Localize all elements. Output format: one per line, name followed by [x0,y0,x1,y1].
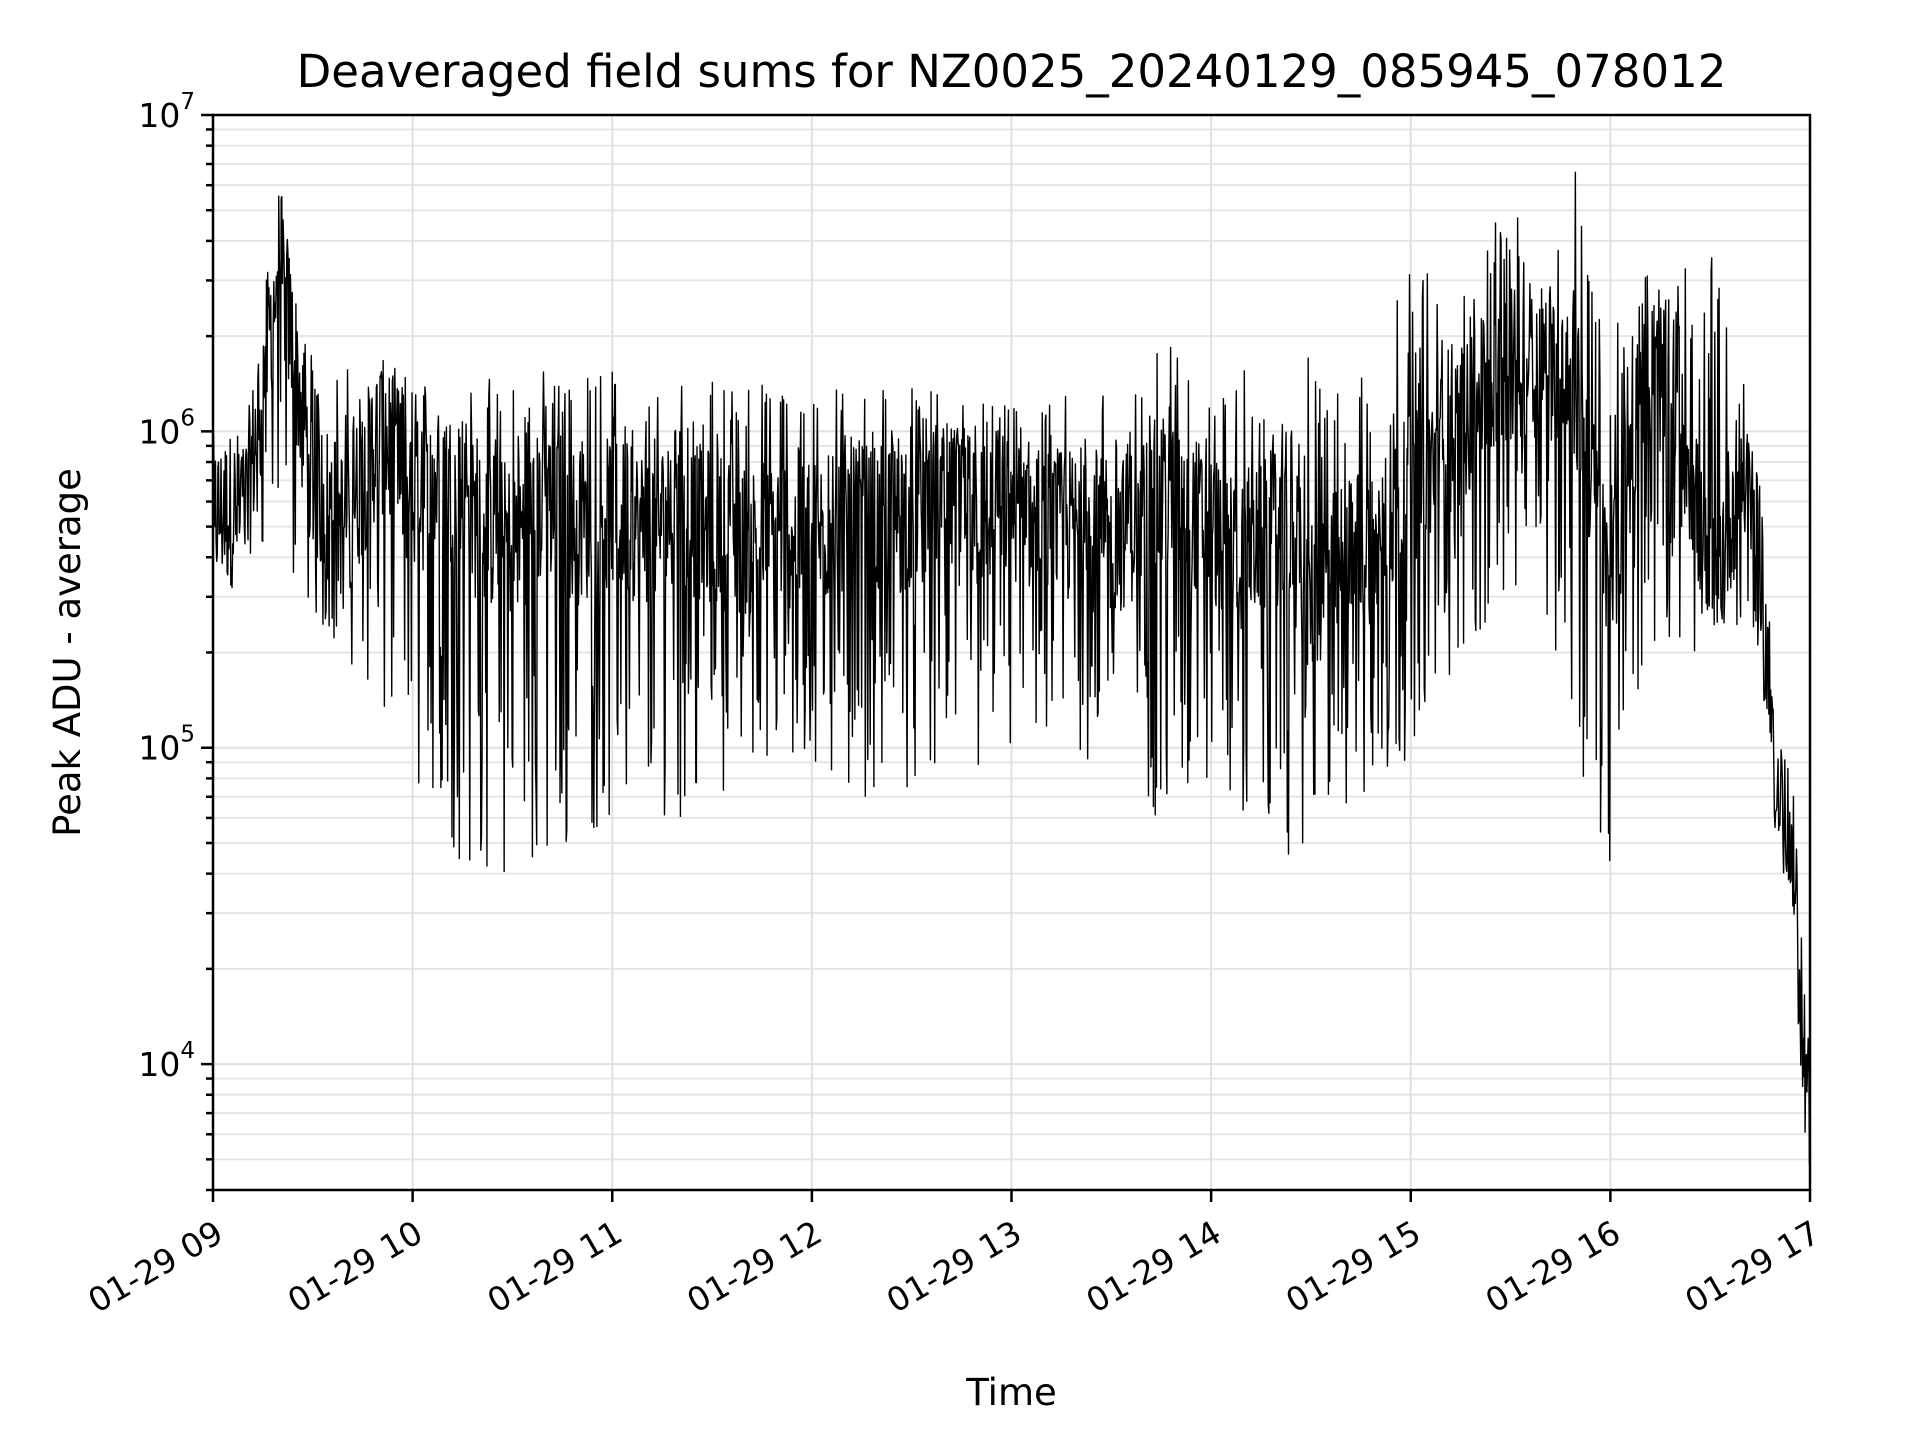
x-axis-label: Time [965,1371,1057,1414]
plot-area [212,171,1811,1166]
y-tick-exponent: 5 [180,722,195,748]
y-tick-label: 104 [138,1038,195,1084]
y-tick-base: 10 [138,729,180,768]
chart-title: Deaveraged field sums for NZ0025_2024012… [297,45,1727,98]
y-tick-base: 10 [138,412,180,451]
series-line [212,171,1811,1166]
y-tick-exponent: 6 [180,405,195,431]
y-tick-label: 107 [138,89,195,135]
y-tick-label: 105 [138,722,195,768]
y-tick-base: 10 [138,96,180,135]
y-tick-exponent: 7 [180,89,195,115]
y-tick-exponent: 4 [180,1038,195,1064]
y-tick-base: 10 [138,1045,180,1084]
y-tick-label: 106 [138,405,195,451]
y-axis-label: Peak ADU - average [46,468,89,837]
